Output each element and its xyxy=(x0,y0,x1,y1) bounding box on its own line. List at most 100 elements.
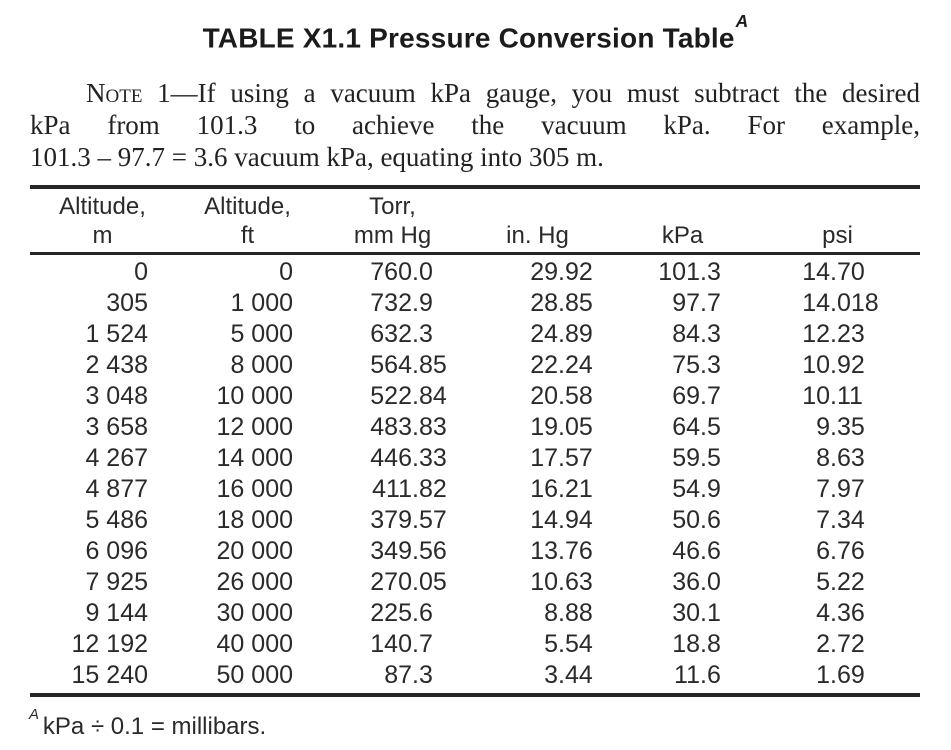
table-cell: 4.36 xyxy=(755,598,920,629)
table-cell: 9 144 xyxy=(85,599,148,628)
table-row: 4 267 14 000 446.33 17.57 59.5 8.63 xyxy=(30,443,920,474)
column-header-altitude-m-line2: m xyxy=(92,222,113,250)
table-cell: 14.70 xyxy=(755,257,920,288)
cell-integer-part: 7 xyxy=(816,506,830,535)
table-cell: 8 000 xyxy=(230,351,293,380)
cell-integer-part: 6 xyxy=(816,537,830,566)
cell-integer-part: 411 xyxy=(372,475,412,504)
cell-integer-part: 18 xyxy=(672,630,700,659)
cell-fraction-part: .24 xyxy=(558,351,593,380)
cell-integer-part: 3 xyxy=(544,661,558,690)
cell-integer-part: 101 xyxy=(658,258,700,287)
note-line-2: kPa from 101.3 to achieve the vacuum kPa… xyxy=(30,110,920,141)
table-cell: 7 925 xyxy=(85,568,148,597)
table-cell: 3.44 xyxy=(465,660,610,691)
table-cell: 3 048 xyxy=(85,382,148,411)
cell-fraction-part: .21 xyxy=(558,475,593,504)
cell-fraction-part: .76 xyxy=(558,537,593,566)
table-cell: 101.3 xyxy=(610,257,755,288)
cell-integer-part: 20 xyxy=(530,382,558,411)
cell-integer-part: 522 xyxy=(370,382,412,411)
note-label: Note xyxy=(86,78,143,109)
table-cell: 522.84 xyxy=(320,381,465,412)
table-cell: 84.3 xyxy=(610,319,755,350)
note-line-1: Note 1—If using a vacuum kPa gauge, you … xyxy=(30,77,920,109)
cell-integer-part: 760 xyxy=(370,258,412,287)
cell-fraction-part: .63 xyxy=(558,568,593,597)
table-cell: 760.0 xyxy=(320,257,465,288)
cell-fraction-part: .85 xyxy=(558,289,593,318)
column-header-torr-line1: Torr, xyxy=(369,193,416,221)
table-cell: 14.94 xyxy=(465,505,610,536)
cell-integer-part: 59 xyxy=(672,444,700,473)
table-cell: 46.6 xyxy=(610,536,755,567)
table-cell: 87.3 xyxy=(320,660,465,691)
cell-integer-part: 14 xyxy=(802,289,830,318)
cell-integer-part: 54 xyxy=(672,475,700,504)
cell-integer-part: 97 xyxy=(672,289,700,318)
table-cell: 50.6 xyxy=(610,505,755,536)
cell-fraction-part: .36 xyxy=(830,599,865,628)
cell-fraction-part: .018 xyxy=(830,289,879,318)
cell-fraction-part: .23 xyxy=(830,320,865,349)
cell-integer-part: 2 xyxy=(816,630,830,659)
cell-integer-part: 14 xyxy=(802,258,830,287)
table-cell: 12 000 xyxy=(216,413,293,442)
cell-fraction-part: .0 xyxy=(700,568,721,597)
cell-fraction-part: .82 xyxy=(412,475,447,504)
cell-integer-part: 75 xyxy=(672,351,700,380)
cell-fraction-part: .92 xyxy=(830,351,865,380)
table-row: 3 048 10 000 522.84 20.58 69.7 10.11 xyxy=(30,381,920,412)
cell-fraction-part: .3 xyxy=(412,661,433,690)
cell-fraction-part: .85 xyxy=(412,351,447,380)
cell-integer-part: 10 xyxy=(530,568,558,597)
cell-integer-part: 270 xyxy=(370,568,412,597)
cell-integer-part: 28 xyxy=(530,289,558,318)
cell-fraction-part: .34 xyxy=(830,506,865,535)
table-cell: 7.97 xyxy=(755,474,920,505)
table-cell: 36.0 xyxy=(610,567,755,598)
cell-integer-part: 483 xyxy=(370,413,412,442)
table-cell: 564.85 xyxy=(320,350,465,381)
table-cell: 1.69 xyxy=(755,660,920,691)
column-header-psi-line1 xyxy=(755,192,920,221)
column-header-kpa-line1 xyxy=(610,192,755,221)
cell-fraction-part: .3 xyxy=(700,351,721,380)
table-cell: 15 240 xyxy=(71,661,148,690)
table-header-row-2: m ft mm Hg in. Hg kPa psi xyxy=(30,221,920,250)
cell-integer-part: 564 xyxy=(370,351,412,380)
cell-fraction-part: .6 xyxy=(412,599,433,628)
cell-fraction-part: .7 xyxy=(700,289,721,318)
table-cell: 10 000 xyxy=(216,382,293,411)
cell-fraction-part: .11 xyxy=(830,382,863,411)
cell-integer-part: 12 xyxy=(802,320,830,349)
cell-fraction-part: .69 xyxy=(830,661,865,690)
table-cell: 4 877 xyxy=(85,475,148,504)
table-cell: 1 000 xyxy=(230,289,293,318)
cell-integer-part: 225 xyxy=(370,599,412,628)
cell-integer-part: 16 xyxy=(530,475,558,504)
cell-fraction-part: .5 xyxy=(700,413,721,442)
cell-integer-part: 10 xyxy=(802,382,830,411)
cell-integer-part: 36 xyxy=(672,568,700,597)
cell-integer-part: 87 xyxy=(384,661,412,690)
table-row: 7 925 26 000 270.05 10.63 36.0 5.22 xyxy=(30,567,920,598)
cell-integer-part: 732 xyxy=(370,289,412,318)
cell-fraction-part: .3 xyxy=(700,320,721,349)
cell-fraction-part: .72 xyxy=(830,630,865,659)
cell-fraction-part: .84 xyxy=(412,382,447,411)
cell-integer-part: 64 xyxy=(672,413,700,442)
table-cell: 8.88 xyxy=(465,598,610,629)
table-row: 305 1 000 732.9 28.85 97.7 14.018 xyxy=(30,288,920,319)
cell-fraction-part: .97 xyxy=(830,475,865,504)
table-cell: 12.23 xyxy=(755,319,920,350)
table-cell: 20 000 xyxy=(216,537,293,566)
cell-integer-part: 10 xyxy=(802,351,830,380)
table-cell: 5.54 xyxy=(465,629,610,660)
table-cell: 4 267 xyxy=(85,444,148,473)
table-cell: 19.05 xyxy=(465,412,610,443)
table-cell: 2.72 xyxy=(755,629,920,660)
table-cell: 17.57 xyxy=(465,443,610,474)
table-cell: 349.56 xyxy=(320,536,465,567)
